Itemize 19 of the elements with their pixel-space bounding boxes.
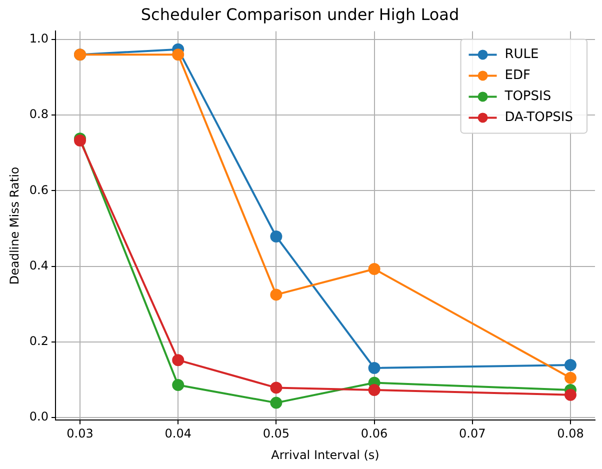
- y-tick-label: 0.6: [29, 182, 48, 197]
- x-tick-label: 0.06: [360, 426, 388, 441]
- legend-label: TOPSIS: [504, 89, 552, 104]
- legend-label: DA-TOPSIS: [504, 110, 574, 126]
- y-tick-label: 0.4: [29, 258, 48, 272]
- x-axis-title: Arrival Interval (s): [271, 448, 380, 462]
- legend-label: EDF: [504, 68, 530, 84]
- x-tick-label: 0.05: [262, 426, 290, 441]
- x-tick-label: 0.08: [557, 426, 584, 441]
- chart-title: Scheduler Comparison under High Load: [140, 4, 460, 24]
- y-axis-title: Deadline Miss Ratio: [7, 166, 22, 285]
- x-tick-label: 0.03: [66, 426, 94, 441]
- legend-label: RULE: [504, 47, 539, 62]
- x-tick-label: 0.04: [164, 426, 192, 441]
- y-tick-label: 0.2: [29, 334, 48, 348]
- x-tick-label: 0.07: [459, 426, 486, 441]
- y-tick-label: 1.0: [29, 32, 48, 46]
- y-tick-label: 0.8: [29, 107, 48, 122]
- y-tick-label: 0.0: [29, 410, 48, 424]
